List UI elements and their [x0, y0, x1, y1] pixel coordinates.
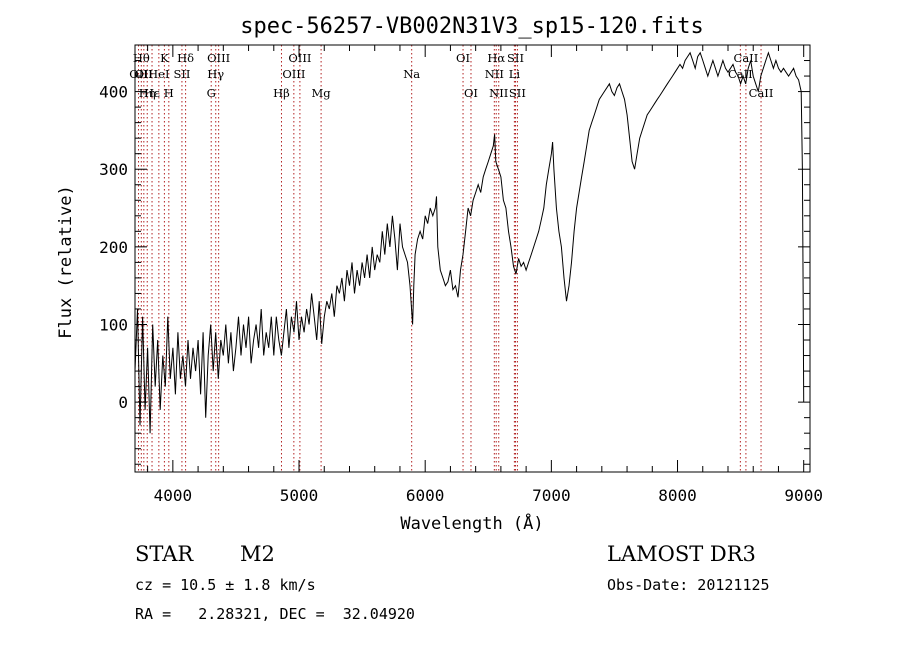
y-tick-label: 100: [99, 315, 128, 334]
y-tick-label: 300: [99, 160, 128, 179]
ra-dec-coords: RA = 2.28321, DEC = 32.04920: [135, 605, 415, 623]
line-label: Hα: [487, 51, 505, 65]
line-label: CaII: [749, 86, 774, 100]
y-axis-label: Flux (relative): [56, 185, 76, 339]
line-label: OII: [135, 67, 154, 81]
line-label: Hδ: [177, 51, 194, 65]
plot-frame: [134, 44, 811, 473]
x-axis-label: Wavelength (Å): [400, 512, 543, 534]
line-label: Li: [509, 67, 521, 81]
line-label: Hβ: [273, 86, 290, 100]
x-axis: 4000 5000 6000 7000 8000 9000: [147, 45, 823, 505]
object-class: STAR: [135, 542, 194, 566]
line-label: OII: [129, 67, 148, 81]
line-label: SII: [173, 67, 190, 81]
line-label: K: [160, 51, 169, 65]
line-label: Na: [403, 67, 420, 81]
y-tick-label: 0: [118, 393, 128, 412]
spectrum-series: [134, 51, 805, 434]
x-tick-label: 7000: [532, 486, 571, 505]
survey-name: LAMOST DR3: [607, 542, 756, 566]
y-tick-label: 200: [99, 238, 128, 257]
line-label: H: [164, 86, 174, 100]
line-label: SII: [507, 51, 524, 65]
x-tick-label: 4000: [154, 486, 193, 505]
line-label: HeI: [148, 67, 169, 81]
line-label: OI: [464, 86, 478, 100]
spectral-line-markers: [138, 45, 762, 472]
line-label: NII: [485, 67, 504, 81]
line-label: CaII: [734, 51, 759, 65]
line-label: OIII: [282, 67, 305, 81]
spectrum-line: [134, 51, 805, 434]
chart-title: spec-56257-VB002N31V3_sp15-120.fits: [240, 14, 704, 39]
line-label: OI: [456, 51, 470, 65]
x-tick-label: 5000: [280, 486, 319, 505]
line-label: Hη: [139, 86, 156, 100]
line-label: OIII: [207, 51, 230, 65]
line-label: Mg: [312, 86, 332, 100]
x-tick-label: 6000: [406, 486, 445, 505]
redshift-cz: cz = 10.5 ± 1.8 km/s: [135, 576, 316, 594]
line-label: G: [207, 86, 216, 100]
object-subclass: M2: [240, 542, 275, 566]
line-label: SII: [509, 86, 526, 100]
line-label: Hθ: [133, 51, 150, 65]
y-tick-label: 400: [99, 83, 128, 102]
line-label: CaII: [728, 67, 753, 81]
line-label: Hγ: [207, 67, 224, 81]
line-label: Hε: [144, 86, 160, 100]
line-label: NII: [489, 86, 508, 100]
obs-date: Obs-Date: 20121125: [607, 576, 770, 594]
y-axis: 0 100 200 300 400: [99, 60, 810, 465]
x-tick-label: 9000: [784, 486, 823, 505]
line-label: OIII: [288, 51, 311, 65]
x-tick-label: 8000: [658, 486, 697, 505]
